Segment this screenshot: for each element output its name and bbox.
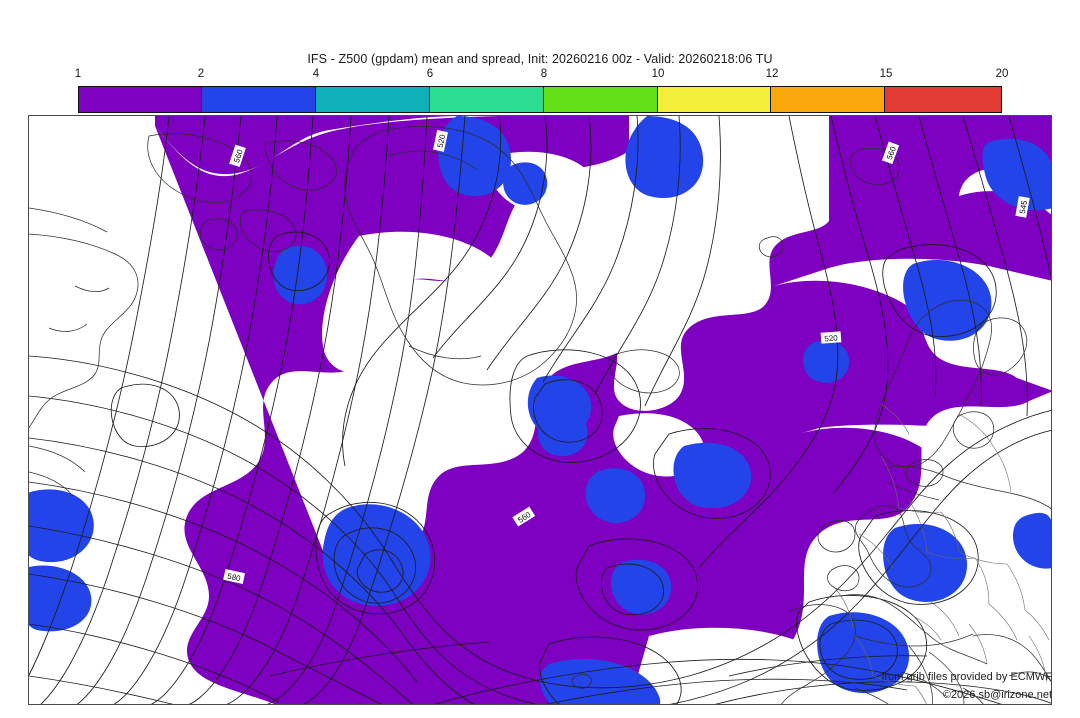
colorbar-segment-3 [316,87,431,112]
colorbar-tick-10: 10 [651,68,665,80]
colorbar-tick-20: 20 [995,68,1009,80]
colorbar-segments[interactable] [78,86,1002,113]
contour-label-520b: 520 [824,334,838,344]
colorbar[interactable] [78,86,1002,113]
colorbar-segment-2 [201,87,317,112]
colorbar-tick-8: 8 [540,68,548,80]
colorbar-segment-4 [430,87,544,112]
spread-shading-blue [29,116,1051,704]
geopotential-contours [29,116,1051,704]
coastlines [29,126,1051,704]
colorbar-tick-2: 2 [197,68,205,80]
contour-label-545: 545 [1018,199,1029,214]
source-credit: from grib files provided by ECMWF [881,671,1052,683]
colorbar-segment-5 [543,87,658,112]
colorbar-segment-1 [79,87,202,112]
contour-label-560c: 560 [885,145,898,161]
colorbar-tick-1: 1 [74,68,82,80]
colorbar-tick-12: 12 [765,68,779,80]
contour-label-560a: 560 [232,148,245,164]
colorbar-tick-6: 6 [426,68,434,80]
colorbar-tick-labels: 1 2 4 6 8 10 12 15 20 [74,68,1009,84]
contour-labels: 560 520 560 545 520 [223,129,1030,584]
colorbar-tick-15: 15 [879,68,893,80]
colorbar-tick-4: 4 [312,68,320,80]
copyright-credit: ©2026 sb@irizone.net [942,689,1052,701]
political-borders [834,403,1050,704]
colorbar-segment-6 [657,87,772,112]
colorbar-segment-7 [771,87,886,112]
contour-label-580: 580 [226,572,241,584]
contour-label-520a: 520 [436,133,448,148]
colorbar-segment-8 [885,87,1001,112]
map-panel[interactable]: 560 520 560 545 520 [28,115,1052,705]
map-svg: 560 520 560 545 520 [29,116,1051,704]
page-title: IFS - Z500 (gpdam) mean and spread, Init… [307,52,773,66]
